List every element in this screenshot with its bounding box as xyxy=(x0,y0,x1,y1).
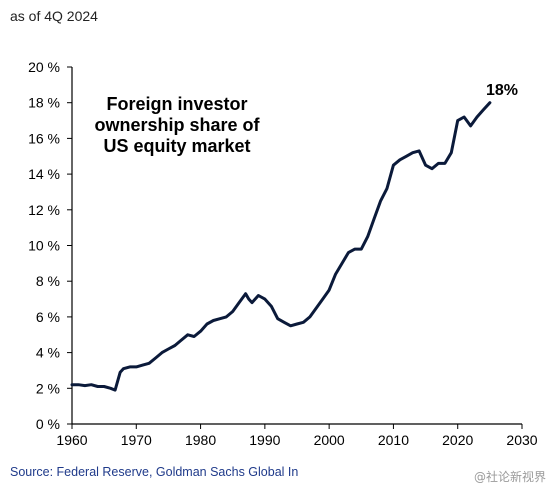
y-tick-label: 12 % xyxy=(28,202,60,218)
x-tick-label: 1990 xyxy=(249,432,280,448)
end-label-layer: 18% xyxy=(486,82,518,99)
series-line xyxy=(70,101,492,392)
y-tick-label: 10 % xyxy=(28,238,60,254)
chart-title-line: ownership share of xyxy=(94,115,260,135)
chart-title-line: Foreign investor xyxy=(106,94,247,114)
x-tick-label: 2030 xyxy=(506,432,537,448)
source-note: Source: Federal Reserve, Goldman Sachs G… xyxy=(10,465,299,479)
y-tick-label: 16 % xyxy=(28,130,60,146)
y-tick-label: 20 % xyxy=(28,59,60,75)
as-of-label: as of 4Q 2024 xyxy=(10,8,98,24)
y-tick-label: 4 % xyxy=(36,345,60,361)
end-value-label: 18% xyxy=(486,82,518,99)
y-tick-label: 8 % xyxy=(36,273,60,289)
watermark: @社论新视界 xyxy=(473,470,546,484)
x-tick-label: 2000 xyxy=(314,432,345,448)
y-tick-label: 0 % xyxy=(36,416,60,432)
series-layer xyxy=(70,101,492,392)
y-tick-label: 2 % xyxy=(36,380,60,396)
y-tick-label: 14 % xyxy=(28,166,60,182)
y-axis: 0 % 2 % 4 % 6 % 8 % 10 % 12 % 14 % 16 % 18 % 20 % xyxy=(28,59,73,432)
y-tick-label: 6 % xyxy=(36,309,60,325)
x-tick-label: 1980 xyxy=(185,432,216,448)
x-tick-label: 1960 xyxy=(56,432,87,448)
x-tick-label: 2010 xyxy=(378,432,409,448)
x-tick-label: 2020 xyxy=(442,432,473,448)
x-axis: 1960 1970 1980 1990 2000 2010 2020 2030 xyxy=(56,423,538,448)
chart-title-line: US equity market xyxy=(103,136,250,156)
y-tick-label: 18 % xyxy=(28,95,60,111)
x-tick-label: 1970 xyxy=(121,432,152,448)
